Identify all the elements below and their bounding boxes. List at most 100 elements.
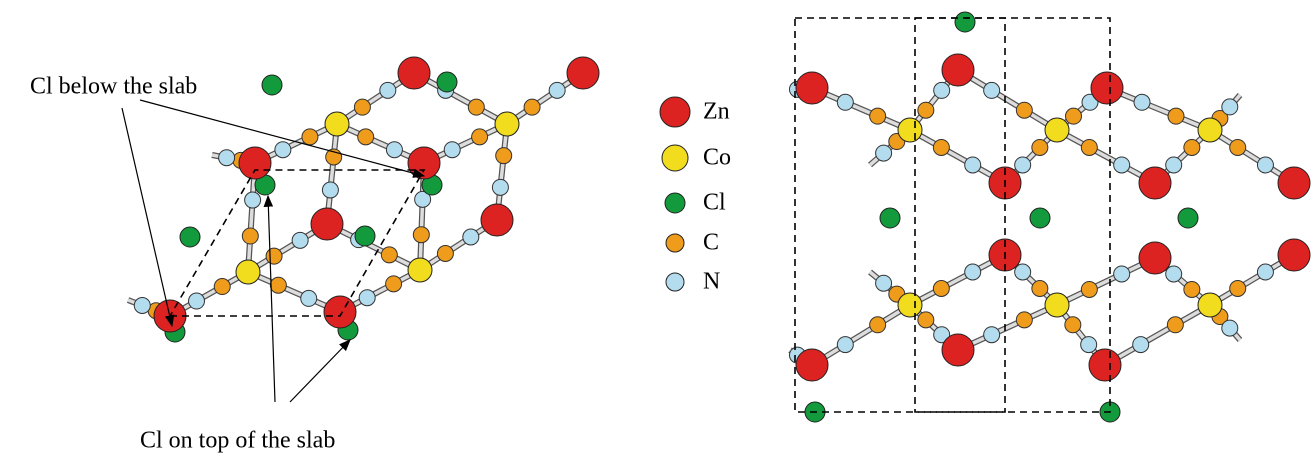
atom: [245, 192, 261, 208]
atom: [1032, 281, 1048, 297]
atom: [1222, 320, 1238, 336]
atom: [189, 293, 205, 309]
atom: [1184, 139, 1200, 155]
atom: [933, 139, 949, 155]
legend-label: Co: [703, 145, 731, 171]
atom: [1081, 281, 1097, 297]
atom: [292, 232, 308, 248]
bond: [958, 70, 1057, 130]
atom: [1133, 337, 1149, 353]
atom: [270, 277, 286, 293]
atom: [322, 182, 338, 198]
figure: Cl below the slab Cl on top of the slab …: [0, 0, 1312, 457]
atom: [898, 293, 922, 317]
atom: [1139, 242, 1171, 274]
atom: [870, 108, 886, 124]
legend-swatch: [665, 193, 685, 213]
atom: [413, 227, 429, 243]
atom: [524, 99, 540, 115]
atom: [354, 99, 370, 115]
atom: [934, 82, 950, 98]
atom: [437, 246, 453, 262]
atom: [1278, 167, 1310, 199]
pointer: [122, 108, 172, 326]
atom: [1278, 239, 1310, 271]
atom: [1066, 108, 1082, 124]
atom: [880, 208, 900, 228]
annotation: Cl on top of the slab: [140, 428, 335, 454]
atom: [796, 349, 828, 381]
atom: [302, 129, 318, 145]
bond: [1107, 88, 1210, 130]
atom: [492, 179, 508, 195]
atom: [876, 145, 892, 161]
legend-label: C: [703, 230, 719, 256]
atom: [965, 157, 981, 173]
atom: [386, 276, 402, 292]
atom: [942, 334, 974, 366]
atom: [1178, 208, 1198, 228]
legend-swatch: [666, 234, 684, 252]
atom: [933, 281, 949, 297]
atom: [567, 57, 599, 89]
atom: [1166, 157, 1182, 173]
legend-swatch: [660, 97, 690, 127]
legend-label: N: [703, 269, 720, 295]
atom: [1168, 108, 1184, 124]
atom: [325, 112, 349, 136]
atom: [918, 102, 934, 118]
atom: [965, 264, 981, 280]
atom: [1030, 208, 1050, 228]
atom: [398, 57, 430, 89]
atom: [1222, 99, 1238, 115]
atom: [408, 258, 432, 282]
atom: [870, 317, 886, 333]
atom: [984, 327, 1000, 343]
pointer: [268, 196, 275, 402]
atom: [1089, 349, 1121, 381]
atom: [1016, 312, 1032, 328]
atom: [1015, 157, 1031, 173]
atom: [1091, 72, 1123, 104]
atom: [311, 208, 343, 240]
atom: [1134, 94, 1150, 110]
atom: [266, 248, 282, 264]
atom: [386, 142, 402, 158]
atom: [1081, 337, 1097, 353]
atom: [1230, 139, 1246, 155]
atom: [918, 312, 934, 328]
structures: [128, 12, 1310, 422]
atom: [262, 75, 282, 95]
atom: [481, 204, 513, 236]
legend-swatch: [666, 273, 684, 291]
atom: [984, 82, 1000, 98]
atom: [876, 275, 892, 291]
atom: [1045, 118, 1069, 142]
atom: [1139, 167, 1171, 199]
atom: [796, 72, 828, 104]
atom: [468, 99, 484, 115]
atom: [324, 296, 356, 328]
legend-label: Cl: [703, 190, 726, 216]
atom: [214, 279, 230, 295]
atom: [444, 142, 460, 158]
atom: [1114, 157, 1130, 173]
pointer: [140, 100, 424, 176]
atom: [359, 290, 375, 306]
atom: [495, 112, 519, 136]
atom: [408, 147, 440, 179]
atom: [1198, 293, 1222, 317]
atom: [358, 129, 374, 145]
atom: [472, 129, 488, 145]
atom: [1114, 266, 1130, 282]
annotation: Cl below the slab: [30, 74, 197, 100]
atom: [1016, 102, 1032, 118]
atom: [380, 82, 396, 98]
bond: [812, 305, 910, 365]
atom: [381, 247, 397, 263]
atom: [1032, 139, 1048, 155]
atom: [236, 260, 260, 284]
atom: [549, 82, 565, 98]
atom: [355, 226, 375, 246]
